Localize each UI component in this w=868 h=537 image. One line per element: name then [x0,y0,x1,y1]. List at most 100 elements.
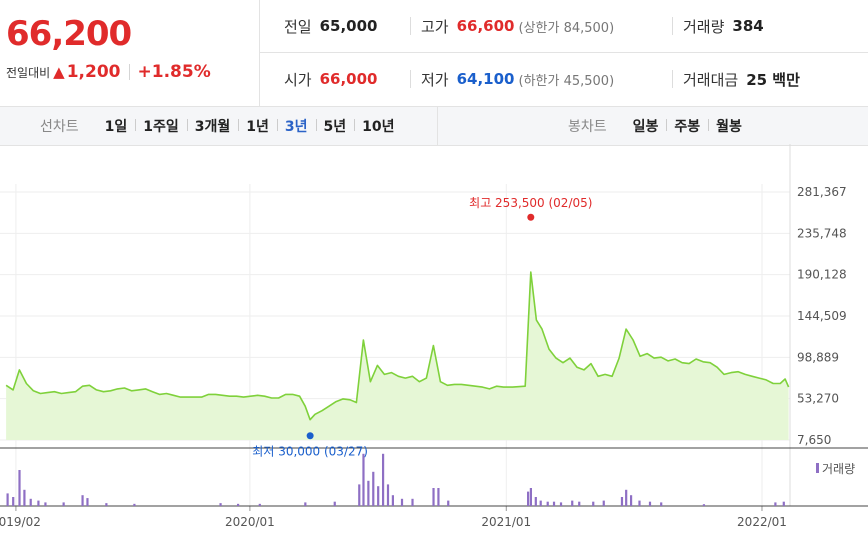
x-tick-label: 2021/01 [481,515,531,529]
candle-chart-periods: 봉차트 일봉 주봉 월봉 [568,107,750,145]
volume-bar [527,491,530,506]
volume-bar [592,501,595,506]
period-1w[interactable]: 1주일 [135,116,187,136]
volume-bar [358,484,361,506]
volume-bar [62,502,65,506]
lower-limit: (하한가 45,500) [518,73,615,89]
x-tick-label: 2019/02 [0,515,41,529]
period-3m[interactable]: 3개월 [186,116,239,136]
line-chart-periods: 선차트 1일 1주일 3개월 1년 3년 5년 10년 [40,107,403,145]
volume-bar [774,502,777,506]
volume-bar [602,500,605,506]
y-tick-label: 235,748 [797,226,847,240]
amount-label: 거래대금 [683,70,739,89]
volume-bar [18,470,21,506]
change-row: 전일대비 ▲ 1,200 +1.85% [6,62,211,82]
period-5y[interactable]: 5년 [315,116,355,136]
price-summary: 66,200 전일대비 ▲ 1,200 +1.85% 전일 65,000 고가 … [0,0,868,106]
volume-bar [29,498,32,506]
volume-bar [386,484,390,506]
min-annotation: 최저 30,000 (03/27) [252,445,368,459]
candle-monthly[interactable]: 월봉 [708,116,750,136]
volume-bar [367,480,370,506]
period-10y[interactable]: 10년 [354,116,402,136]
volume-bar [702,504,706,506]
high-cell: 고가 66,600 (상한가 84,500) [410,17,615,36]
volume-bar [6,493,9,506]
volume-bar [44,502,47,506]
candle-daily[interactable]: 일봉 [632,119,659,135]
candle-weekly[interactable]: 주봉 [666,116,708,136]
upper-limit: (상한가 84,500) [518,20,615,36]
volume-bar [638,500,641,506]
volume-bar [620,497,624,506]
summary-row-2: 시가 66,000 저가 64,100 (하한가 45,500) 거래대금 25… [260,53,868,105]
up-arrow-icon: ▲ [53,63,65,81]
volume-bar [625,489,628,506]
max-marker [527,213,535,221]
toolbar-divider [437,107,438,145]
line-chart-label: 선차트 [40,119,79,135]
volume-bar [86,498,89,506]
volume-bar [133,503,136,506]
x-tick-label: 2020/01 [225,515,275,529]
period-3y[interactable]: 3년 [276,116,316,136]
y-tick-label: 98,889 [797,350,839,364]
prev-close-value: 65,000 [319,17,378,35]
volume-bar [81,495,84,506]
amount-cell: 거래대금 25 백만 [672,70,800,89]
prev-close-cell: 전일 65,000 [284,0,378,52]
volume-label: 거래량 [683,17,725,36]
price-chart: 281,367 235,748 190,128 144,509 98,889 53,270… [0,144,868,529]
volume-cell: 거래량 384 [672,17,764,36]
period-1y[interactable]: 1년 [238,116,277,136]
volume-bar [362,453,365,506]
chart-toolbar: 선차트 1일 1주일 3개월 1년 3년 5년 10년 봉차트 일봉 주봉 월봉 [0,106,868,146]
low-cell: 저가 64,100 (하한가 45,500) [410,70,615,89]
volume-bar [629,495,633,506]
volume-bar [236,503,240,506]
price-line [5,271,790,421]
low-label: 저가 [421,70,449,89]
change-divider [128,64,130,80]
amount-value: 25 백만 [746,70,800,89]
volume-legend-swatch [816,463,819,473]
volume-bar [400,498,404,506]
volume-bar [105,503,108,506]
volume-bar [219,503,222,506]
volume-bar [539,500,542,506]
current-price-box: 66,200 전일대비 ▲ 1,200 +1.85% [0,0,260,106]
y-tick-label: 7,650 [797,433,831,447]
volume-bar [437,488,440,506]
min-marker [306,432,314,440]
volume-bar [546,501,549,506]
volume-value: 384 [732,17,764,35]
volume-bar [578,501,581,506]
period-1d[interactable]: 1일 [104,119,128,135]
low-value: 64,100 [456,70,515,88]
y-tick-label: 281,367 [797,185,847,199]
volume-legend-label: 거래량 [822,462,855,476]
volume-bar [12,497,15,506]
open-value: 66,000 [319,70,378,88]
high-value: 66,600 [456,17,515,35]
y-tick-label: 53,270 [797,392,839,406]
x-tick-label: 2022/01 [737,515,787,529]
change-percent: +1.85% [137,62,211,82]
volume-bar [432,488,435,506]
y-tick-label: 144,509 [797,309,847,323]
volume-bar [377,486,380,506]
volume-bar [534,497,537,506]
volume-bar [571,500,574,506]
volume-bar [23,489,26,506]
volume-bar [391,495,394,506]
max-annotation: 최고 253,500 (02/05) [469,196,592,210]
volume-bar [529,488,533,506]
volume-bar [372,471,375,506]
change-value: 1,200 [66,62,121,82]
summary-row-1: 전일 65,000 고가 66,600 (상한가 84,500) 거래량 384 [260,0,868,53]
volume-bar [333,501,336,506]
change-label: 전일대비 [6,66,51,80]
volume-bar [258,503,261,506]
prev-close-label: 전일 [284,17,312,36]
